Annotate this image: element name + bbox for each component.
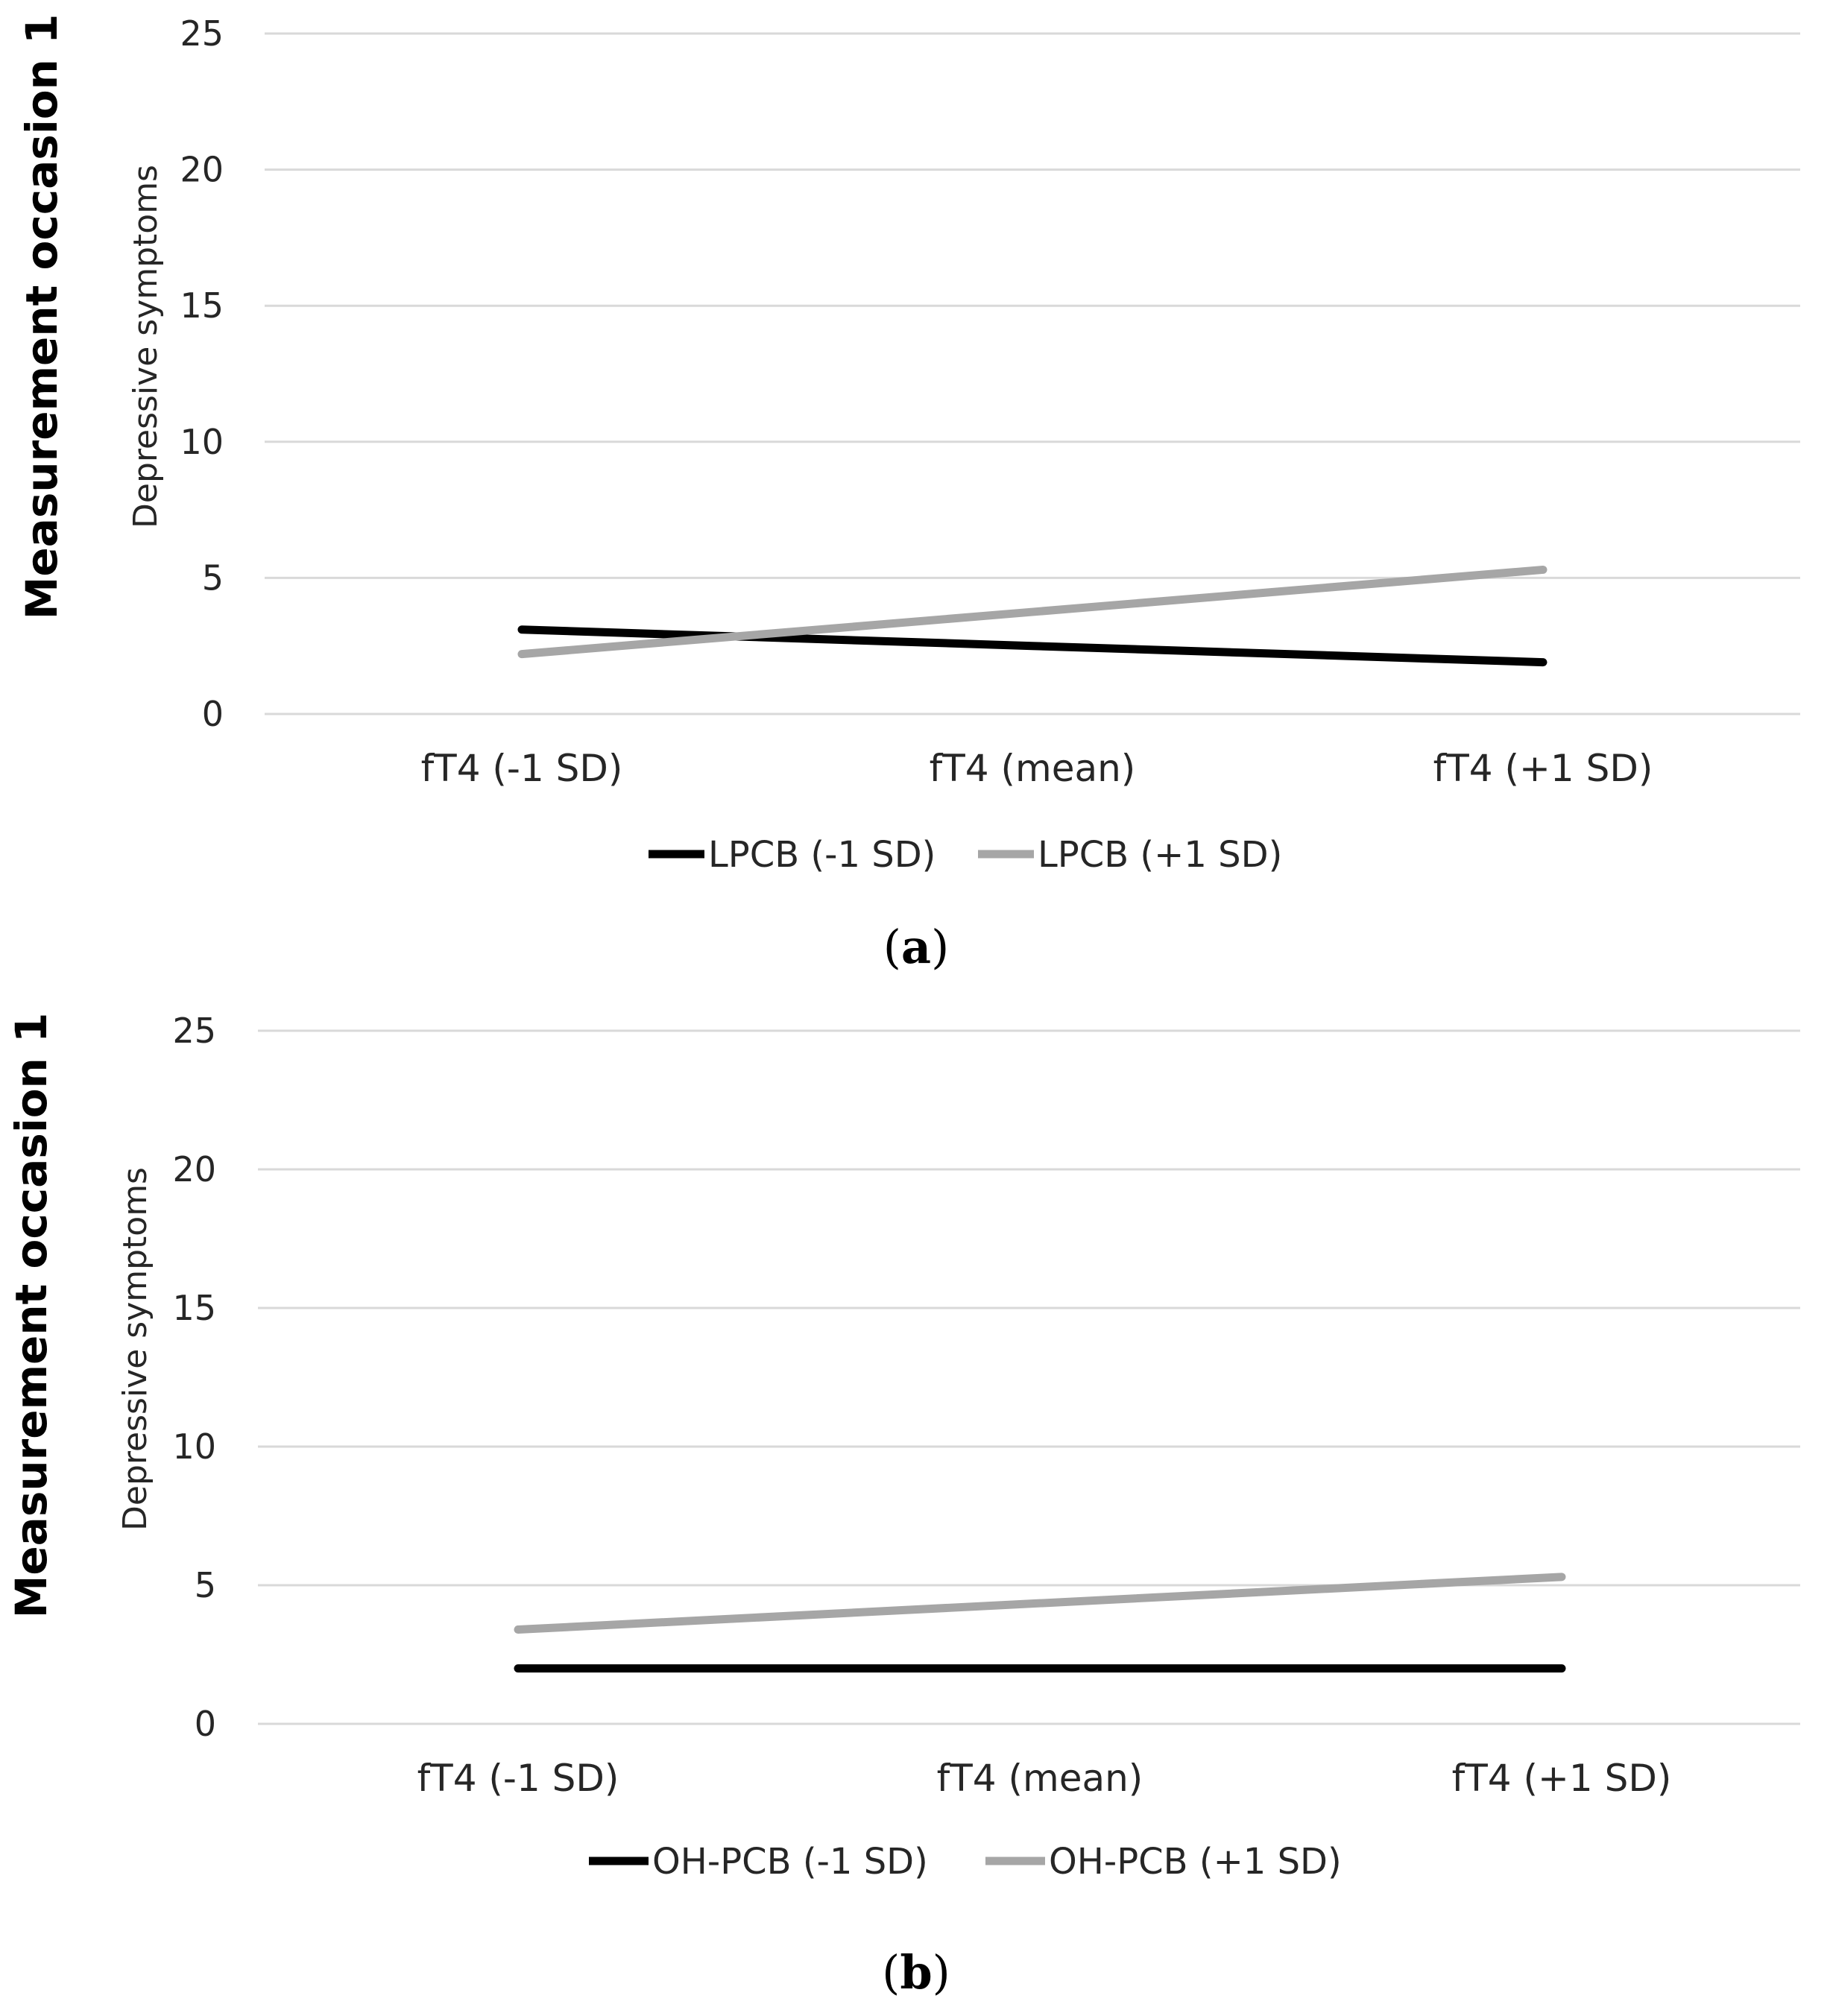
panel-a-y-tick-label: 5 xyxy=(202,557,224,598)
panel-b: Measurement occasion 1 Depressive sympto… xyxy=(6,1011,1800,2000)
panel-b-y-tick-label: 10 xyxy=(172,1426,216,1467)
panel-a-y-axis-title: Depressive symptoms xyxy=(127,165,165,528)
panel-a-caption-letter: a xyxy=(901,920,931,974)
panel-b-caption-open-paren: ( xyxy=(882,1945,900,2000)
panel-a-y-ticks: 0 5 10 15 20 25 xyxy=(180,13,224,734)
panel-a-side-label: Measurement occasion 1 xyxy=(16,14,67,620)
panel-b-y-axis-title: Depressive symptoms xyxy=(116,1167,154,1531)
panel-a-gridlines xyxy=(265,32,1800,715)
panel-b-legend-label-oh-pcb-minus-1sd: OH-PCB (-1 SD) xyxy=(652,1841,928,1883)
panel-a-x-ticks: fT4 (-1 SD) fT4 (mean) fT4 (+1 SD) xyxy=(421,747,1653,790)
panel-b-x-tick-label: fT4 (-1 SD) xyxy=(417,1757,619,1800)
panel-a-x-tick-label: fT4 (-1 SD) xyxy=(421,747,623,790)
panel-a-y-tick-label: 10 xyxy=(180,422,224,462)
panel-b-y-tick-label: 20 xyxy=(172,1149,216,1189)
panel-b-x-tick-label: fT4 (+1 SD) xyxy=(1452,1757,1672,1800)
panel-a-y-tick-label: 25 xyxy=(180,13,224,54)
panel-b-y-tick-label: 15 xyxy=(172,1288,216,1328)
panel-a-y-tick-label: 15 xyxy=(180,285,224,326)
panel-b-y-ticks: 0 5 10 15 20 25 xyxy=(172,1011,216,1744)
panel-b-caption-close-paren: ) xyxy=(933,1945,950,2000)
panel-b-legend: OH-PCB (-1 SD) OH-PCB (+1 SD) xyxy=(589,1841,1342,1883)
panel-b-side-label: Measurement occasion 1 xyxy=(6,1013,57,1619)
svg-text:(b): (b) xyxy=(882,1945,950,2000)
panel-a-y-tick-label: 20 xyxy=(180,150,224,190)
panel-a-x-tick-label: fT4 (mean) xyxy=(930,747,1136,790)
panel-a-legend: LPCB (-1 SD) LPCB (+1 SD) xyxy=(649,834,1282,876)
panel-b-y-tick-label: 25 xyxy=(172,1011,216,1051)
panel-b-x-tick-label: fT4 (mean) xyxy=(937,1757,1143,1800)
panel-a-x-tick-label: fT4 (+1 SD) xyxy=(1433,747,1653,790)
panel-a-y-tick-label: 0 xyxy=(202,694,224,734)
panel-a-series-line-lpcb-minus-1sd xyxy=(517,625,1548,667)
panel-b-legend-label-oh-pcb-plus-1sd: OH-PCB (+1 SD) xyxy=(1049,1841,1342,1883)
panel-b-caption-letter: b xyxy=(900,1945,932,2000)
panel-b-y-tick-label: 5 xyxy=(195,1565,216,1605)
svg-text:(a): (a) xyxy=(883,920,950,974)
panel-a: Measurement occasion 1 Depressive sympto… xyxy=(16,13,1800,974)
panel-a-caption: (a) xyxy=(883,920,950,974)
panel-a-series-line-lpcb-plus-1sd xyxy=(517,565,1548,659)
panel-b-series-line-oh-pcb-plus-1sd xyxy=(514,1573,1566,1634)
panel-a-caption-open-paren: ( xyxy=(883,920,901,974)
panel-b-y-tick-label: 0 xyxy=(195,1704,216,1744)
panel-a-legend-label-lpcb-plus-1sd: LPCB (+1 SD) xyxy=(1038,834,1282,876)
panel-a-caption-close-paren: ) xyxy=(931,920,949,974)
panel-a-legend-label-lpcb-minus-1sd: LPCB (-1 SD) xyxy=(708,834,936,876)
panel-b-caption: (b) xyxy=(882,1945,950,2000)
panel-b-gridlines xyxy=(258,1029,1800,1725)
panel-b-x-ticks: fT4 (-1 SD) fT4 (mean) fT4 (+1 SD) xyxy=(417,1757,1672,1800)
